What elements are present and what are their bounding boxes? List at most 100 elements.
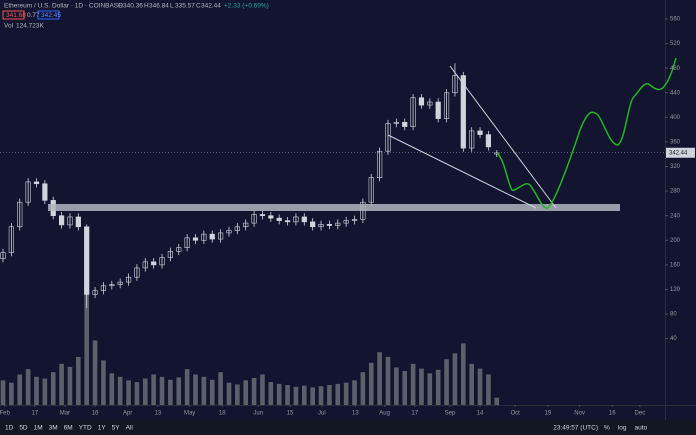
x-tick-label: 16 (92, 411, 99, 417)
x-tick-label: 16 (609, 411, 616, 417)
range-button[interactable]: 1D (5, 425, 14, 432)
x-tick-label: 18 (219, 411, 226, 417)
candle-body (42, 183, 48, 201)
clock: 23:49:57 (UTC) (553, 425, 598, 432)
volume-label: Vol (4, 23, 14, 30)
support-zone (48, 204, 620, 211)
volume-bar (50, 372, 56, 405)
candle-body (100, 285, 107, 291)
candle-body (259, 214, 266, 217)
volume-bar (25, 369, 31, 405)
range-button[interactable]: 5Y (112, 425, 121, 432)
range-button[interactable]: 3M (49, 425, 58, 432)
candle-body (75, 216, 81, 228)
y-tick-label: 120 (670, 287, 681, 293)
volume-bar (394, 367, 399, 405)
plot (0, 63, 665, 405)
y-tick-label: 360 (670, 140, 681, 146)
volume-bar (352, 380, 357, 405)
candle-body (469, 130, 475, 149)
bid-box (2, 10, 25, 20)
volume-bar (117, 376, 123, 405)
candle-body (151, 261, 157, 266)
volume-bar (494, 397, 500, 405)
candle-body (393, 121, 399, 124)
volume-bar (301, 385, 307, 405)
ohlc-value: 342.44 (201, 3, 221, 10)
volume-bar (310, 387, 315, 405)
y-tick-label: 520 (670, 41, 681, 47)
candle-body (485, 134, 492, 148)
y-tick-label: 560 (670, 17, 681, 23)
x-tick-label: Feb (0, 411, 11, 417)
volume-bar (343, 382, 349, 405)
candle-body (460, 75, 466, 149)
volume-bar (159, 376, 165, 405)
volume-bar (17, 374, 23, 405)
volume-bar (76, 356, 81, 405)
volume-bar (142, 378, 148, 405)
volume-bar (109, 373, 115, 405)
volume-bar (184, 369, 190, 405)
volume-bar (67, 366, 73, 405)
ask: 342.45 (41, 12, 61, 19)
ask-box (37, 10, 60, 20)
x-tick-label: Sep (445, 411, 456, 417)
scale-option[interactable]: log (618, 425, 627, 432)
range-button[interactable]: 6M (64, 425, 73, 432)
candle-body (326, 224, 333, 226)
scale-option[interactable]: % (604, 425, 610, 432)
volume-bar (477, 368, 483, 405)
range-button[interactable]: 1Y (98, 425, 107, 432)
volume-bar (101, 360, 106, 405)
volume-bar (377, 352, 382, 405)
trend-line (387, 134, 537, 209)
candle-body (418, 97, 425, 106)
candle-body (335, 222, 341, 226)
range-button[interactable]: All (126, 425, 134, 432)
volume-bar (385, 356, 391, 405)
candle-body (368, 177, 374, 203)
bid: 341.68 (6, 12, 26, 19)
candle-body (284, 220, 291, 223)
x-tick-label: 14 (477, 411, 484, 417)
y-tick-label: 320 (670, 164, 681, 170)
volume-bar (410, 363, 416, 405)
volume-bar (126, 380, 131, 405)
volume-bar (293, 386, 299, 405)
ohlc-key: H (144, 3, 149, 10)
candle-body (343, 220, 349, 224)
symbol: Ethereum / U.S. Dollar · 1D · COINBASE (4, 3, 123, 10)
range-button[interactable]: 5D (19, 425, 28, 432)
candle-body (243, 222, 249, 228)
volume-bar (201, 376, 207, 405)
y-tick-label: 480 (670, 66, 681, 72)
volume-bar (444, 359, 449, 405)
volume-bar (84, 287, 90, 405)
volume-bar (419, 368, 424, 405)
y-tick-label: 240 (670, 213, 681, 219)
volume-bar (243, 380, 249, 405)
candle-body (318, 224, 324, 228)
x-tick-label: 13 (352, 411, 359, 417)
candle-body (310, 221, 316, 228)
trend-line (449, 65, 557, 209)
ohlc-value: 346.84 (149, 3, 169, 10)
scale-option[interactable]: auto (634, 425, 647, 432)
range-button[interactable]: YTD (79, 425, 92, 432)
volume-bar (486, 374, 491, 405)
candle-body (67, 216, 73, 226)
toolbar (0, 420, 696, 435)
x-tick-label: 17 (31, 411, 38, 417)
volume-bar (251, 378, 257, 405)
candle-body (25, 181, 31, 203)
x-tick-label: 13 (154, 411, 161, 417)
x-tick-label: Nov (574, 411, 585, 417)
range-button[interactable]: 1M (34, 425, 43, 432)
volume: 124.723K (16, 23, 44, 30)
ohlc-key: C (196, 3, 201, 10)
x-tick-label: 15 (287, 411, 294, 417)
candle-body (209, 233, 215, 240)
y-tick-label: 40 (670, 336, 677, 342)
